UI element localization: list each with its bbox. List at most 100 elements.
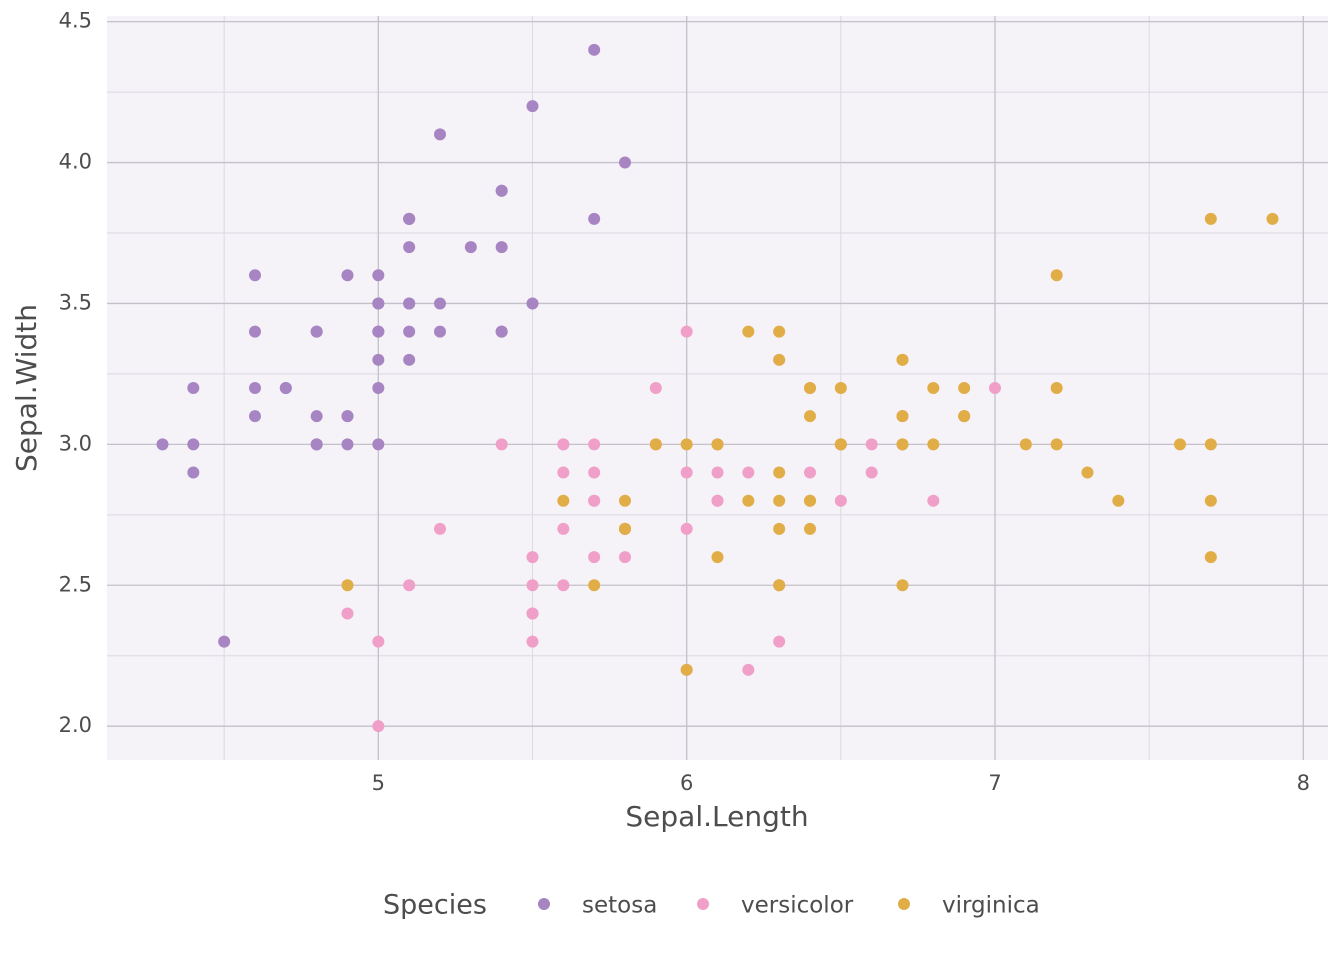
point — [557, 494, 570, 507]
point — [372, 269, 385, 282]
point — [588, 466, 601, 479]
legend-marker — [538, 898, 550, 910]
point — [372, 635, 385, 648]
legend-marker — [697, 898, 709, 910]
point — [619, 156, 631, 169]
point — [989, 382, 1001, 394]
point — [588, 551, 601, 564]
point — [773, 325, 786, 338]
point — [927, 438, 940, 451]
x-axis-title: Sepal.Length — [625, 800, 808, 833]
point — [711, 466, 724, 479]
point — [1204, 494, 1217, 507]
point — [434, 325, 446, 338]
point — [588, 494, 601, 507]
point — [495, 184, 508, 197]
point — [588, 579, 601, 592]
point — [958, 382, 971, 394]
point — [804, 466, 816, 479]
point — [773, 353, 786, 366]
point — [156, 438, 169, 451]
point — [773, 579, 786, 592]
point — [187, 466, 200, 479]
point — [249, 269, 261, 282]
y-tick-label: 3.5 — [59, 290, 92, 314]
point — [341, 269, 354, 282]
point — [711, 551, 724, 564]
point — [804, 410, 816, 423]
point — [742, 494, 755, 507]
point — [834, 494, 847, 507]
point — [526, 579, 539, 592]
point — [434, 522, 446, 535]
point — [403, 241, 416, 254]
point — [372, 438, 385, 451]
point — [742, 466, 755, 479]
legend-label: setosa — [582, 893, 657, 919]
point — [403, 297, 416, 310]
point — [372, 720, 385, 733]
point — [526, 551, 539, 564]
point — [218, 635, 231, 648]
point — [495, 325, 508, 338]
point — [434, 128, 446, 141]
x-tick-label: 8 — [1297, 771, 1310, 795]
point — [804, 494, 816, 507]
y-tick-label: 2.5 — [59, 572, 92, 596]
x-tick-label: 6 — [680, 771, 693, 795]
point — [619, 551, 631, 564]
point — [896, 410, 909, 423]
legend-title: Species — [383, 890, 487, 921]
point — [742, 663, 755, 676]
point — [1050, 269, 1063, 282]
point — [187, 382, 200, 394]
point — [711, 438, 724, 451]
point — [310, 410, 323, 423]
point — [649, 438, 662, 451]
point — [588, 43, 601, 56]
point — [1050, 382, 1063, 394]
point — [372, 353, 385, 366]
legend-label: versicolor — [741, 893, 854, 919]
point — [310, 325, 323, 338]
point — [403, 325, 416, 338]
point — [557, 466, 570, 479]
point — [773, 494, 786, 507]
legend-label: virginica — [942, 893, 1040, 919]
point — [1050, 438, 1063, 451]
point — [649, 382, 662, 394]
point — [1204, 551, 1217, 564]
point — [249, 410, 261, 423]
point — [927, 494, 940, 507]
point — [680, 522, 693, 535]
x-tick-label: 7 — [988, 771, 1001, 795]
point — [557, 522, 570, 535]
point — [865, 438, 878, 451]
point — [526, 297, 539, 310]
point — [680, 325, 693, 338]
y-tick-label: 3.0 — [59, 431, 92, 455]
point — [834, 382, 847, 394]
point — [1174, 438, 1186, 451]
point — [557, 438, 570, 451]
point — [773, 522, 786, 535]
point — [341, 410, 354, 423]
point — [927, 382, 940, 394]
point — [187, 438, 200, 451]
point — [526, 635, 539, 648]
point — [1204, 438, 1217, 451]
point — [896, 353, 909, 366]
point — [372, 382, 385, 394]
y-tick-label: 4.5 — [59, 9, 92, 33]
point — [372, 325, 385, 338]
point — [403, 579, 416, 592]
point — [804, 382, 816, 394]
point — [249, 325, 261, 338]
point — [619, 494, 631, 507]
point — [680, 438, 693, 451]
point — [495, 438, 508, 451]
point — [279, 382, 292, 394]
point — [711, 494, 724, 507]
point — [249, 382, 261, 394]
